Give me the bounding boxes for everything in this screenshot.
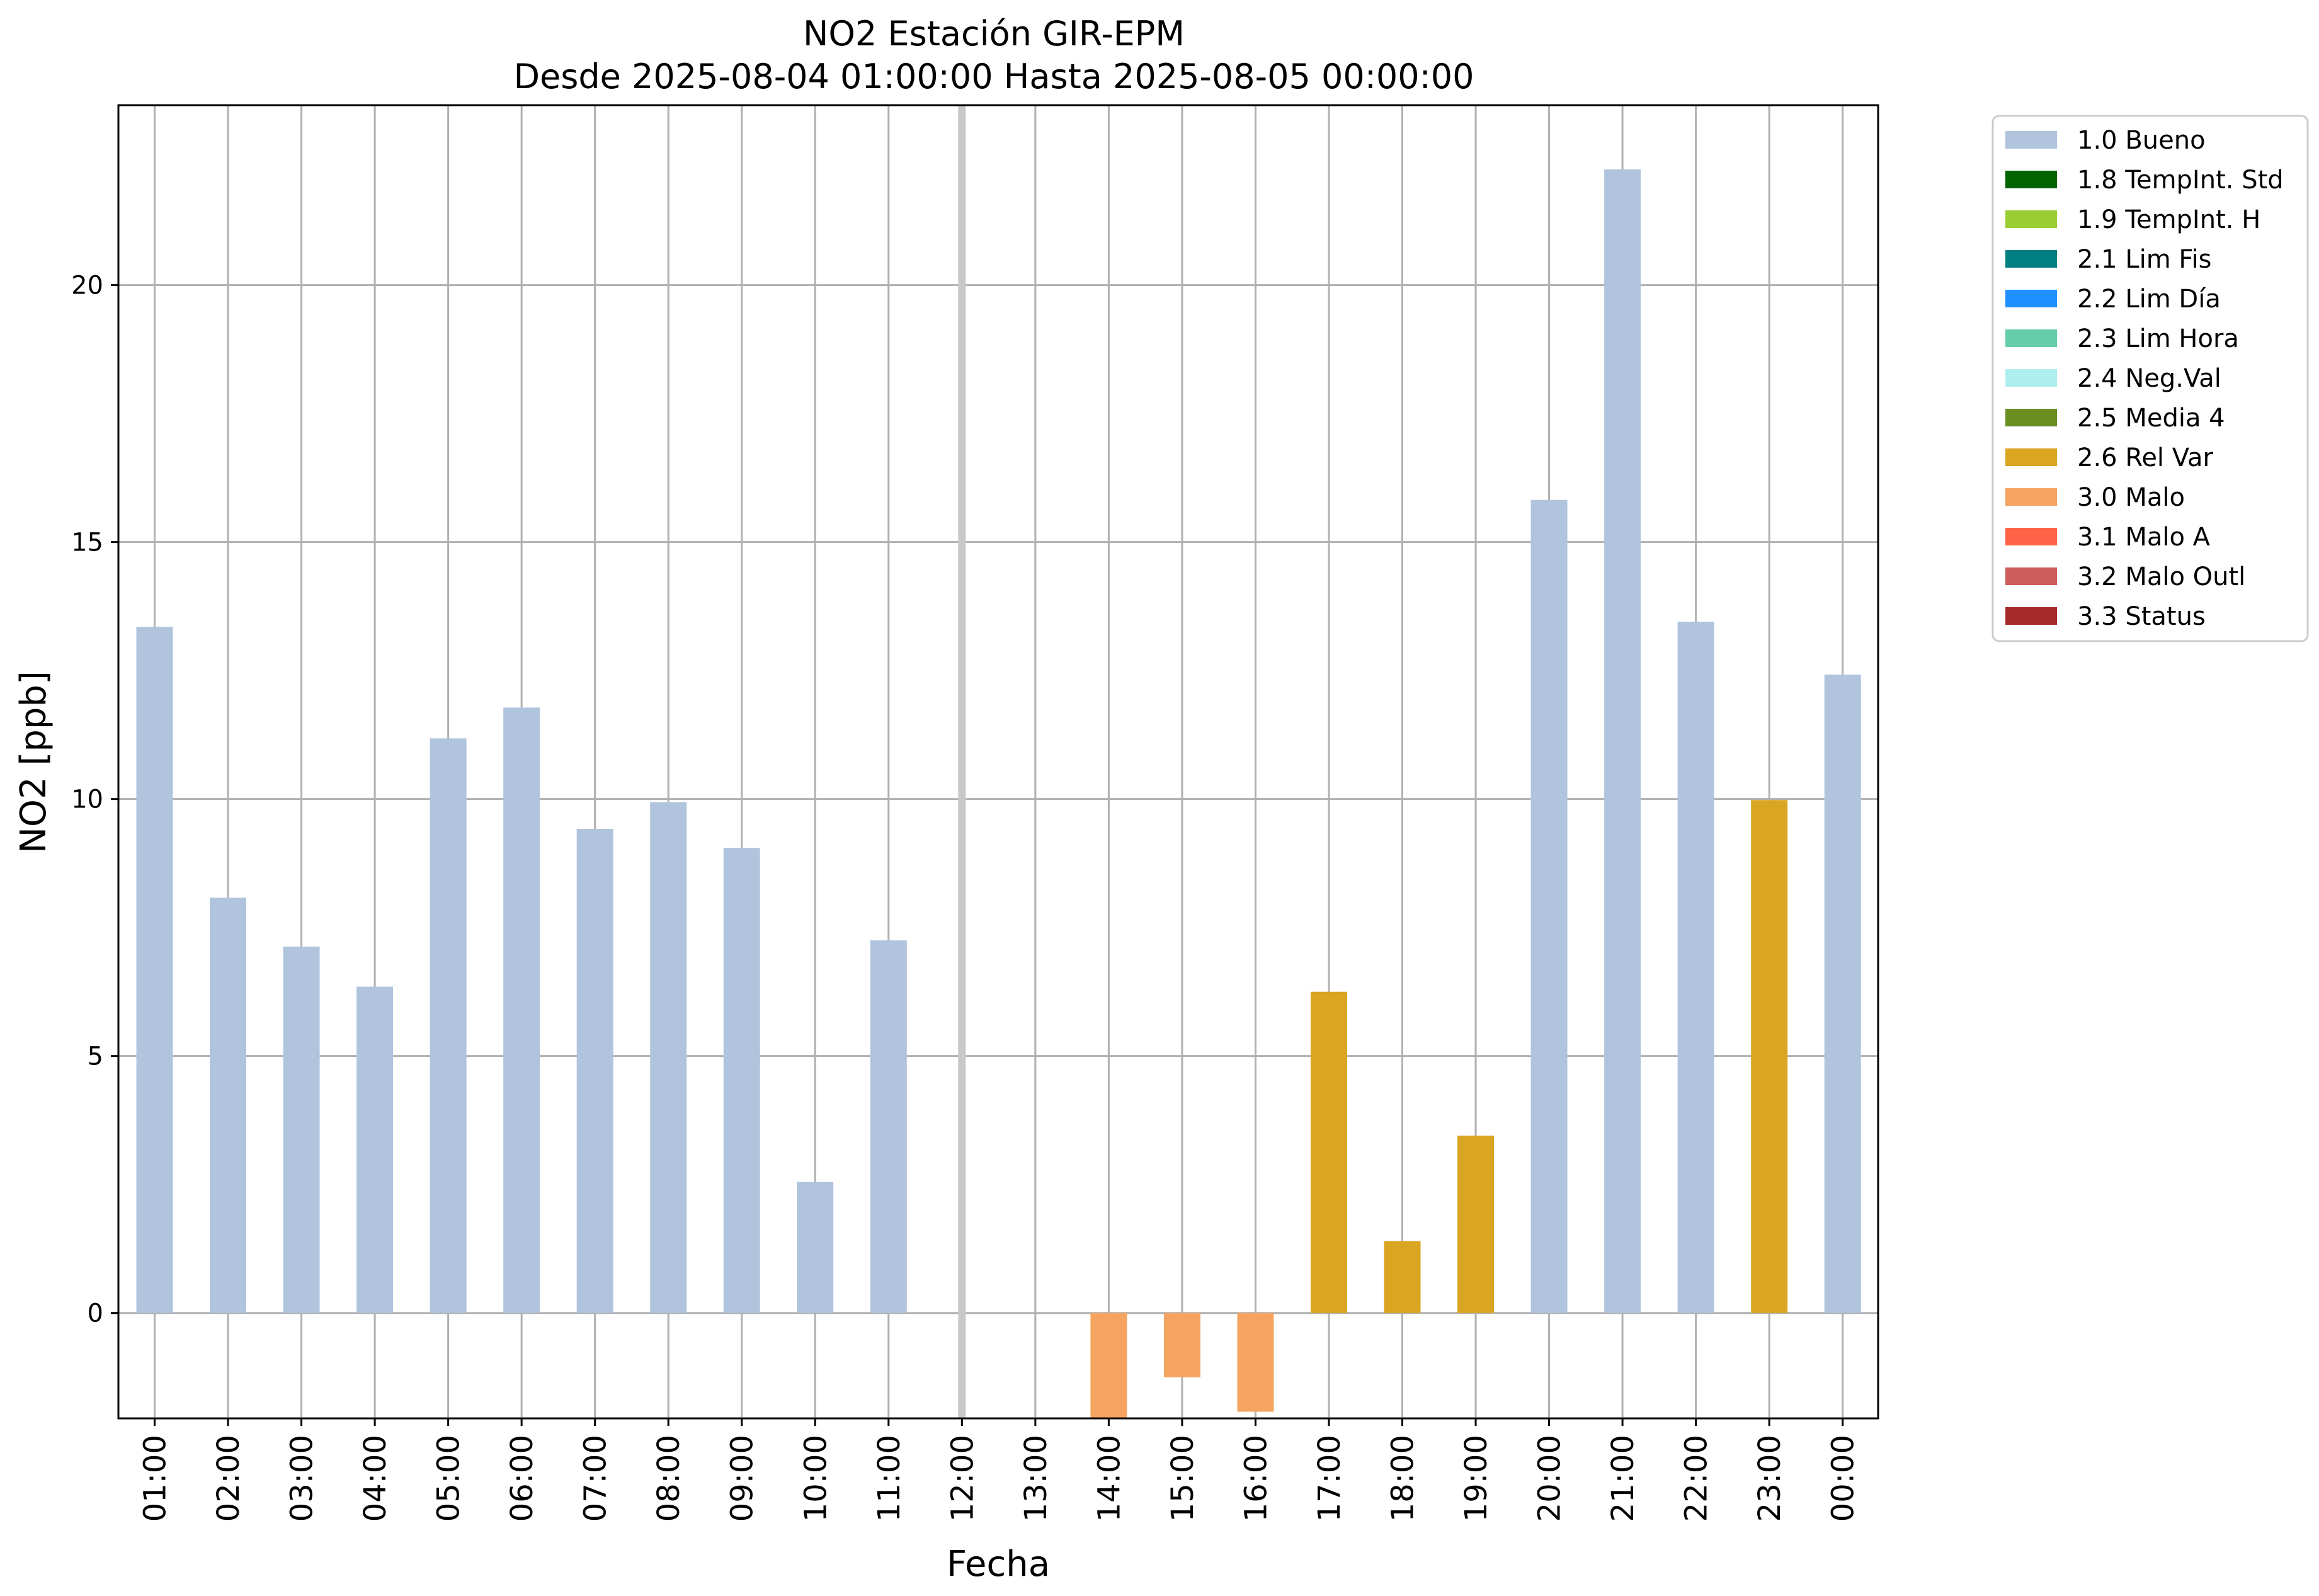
x-tick-label: 18:00 [1386, 1435, 1421, 1522]
legend-swatch [2005, 567, 2057, 585]
bar [1163, 1313, 1200, 1377]
x-tick-label: 21:00 [1605, 1435, 1641, 1522]
bar [1384, 1241, 1421, 1313]
x-tick-label: 19:00 [1459, 1435, 1494, 1522]
legend-label: 3.0 Malo [2077, 483, 2185, 512]
x-tick-label: 07:00 [578, 1435, 613, 1522]
bar [430, 738, 467, 1313]
x-tick-label: 00:00 [1826, 1435, 1861, 1522]
bar [1090, 1313, 1127, 1418]
bars-layer [136, 169, 1861, 1418]
legend-label: 2.2 Lim Día [2077, 285, 2221, 314]
legend-label: 3.2 Malo Outl [2077, 562, 2245, 591]
bar [797, 1182, 834, 1313]
legend-label: 1.8 TempInt. Std [2077, 166, 2284, 195]
x-tick-label: 20:00 [1532, 1435, 1568, 1522]
legend-swatch [2005, 448, 2057, 466]
bar [283, 946, 320, 1313]
bar [1530, 499, 1568, 1313]
legend-label: 3.1 Malo A [2077, 523, 2211, 552]
x-tick-label: 23:00 [1752, 1435, 1787, 1522]
legend-swatch [2005, 290, 2057, 307]
legend-swatch [2005, 369, 2057, 387]
legend-swatch [2005, 528, 2057, 545]
x-tick-label: 06:00 [504, 1435, 540, 1522]
x-tick-label: 15:00 [1165, 1435, 1200, 1522]
y-axis-ticks: 0 5 10 15 20 [71, 271, 118, 1328]
x-tick-label: 10:00 [798, 1435, 833, 1522]
bar [1677, 622, 1714, 1313]
legend-label: 2.1 Lim Fis [2077, 245, 2211, 274]
plot-frame [117, 104, 1879, 1420]
legend-box [1991, 115, 2309, 642]
x-tick-label: 02:00 [211, 1435, 246, 1522]
bar [1310, 991, 1347, 1313]
x-tick-label: 11:00 [872, 1435, 907, 1522]
y-tick-label: 10 [71, 785, 103, 814]
legend-label: 2.6 Rel Var [2077, 443, 2214, 472]
legend-items: 1.0 Bueno 1.8 TempInt. Std 1.9 TempInt. H 2… [2005, 126, 2284, 631]
legend-label: 2.5 Media 4 [2077, 404, 2225, 433]
bar [1751, 800, 1788, 1313]
x-tick-label: 17:00 [1312, 1435, 1347, 1522]
legend-label: 3.3 Status [2077, 602, 2206, 631]
legend: 1.0 Bueno 1.8 TempInt. Std 1.9 TempInt. H 2… [1991, 115, 2309, 642]
bar [576, 828, 613, 1313]
legend-swatch [2005, 131, 2057, 149]
y-tick-label: 20 [71, 271, 103, 300]
x-tick-label: 12:00 [945, 1435, 980, 1522]
x-tick-label: 22:00 [1679, 1435, 1714, 1522]
bar [210, 898, 247, 1313]
chart-title-line-2: Desde 2025-08-04 01:00:00 Hasta 2025-08-… [513, 57, 1474, 96]
bar [650, 802, 687, 1313]
bar [1457, 1136, 1495, 1313]
chart-title-line-1: NO2 Estación GIR-EPM [803, 14, 1185, 54]
bar [870, 940, 907, 1313]
y-tick-label: 15 [71, 528, 103, 557]
y-tick-label: 5 [88, 1042, 103, 1071]
bar [503, 707, 540, 1313]
x-tick-label: 04:00 [358, 1435, 393, 1522]
bar [1237, 1313, 1274, 1412]
legend-swatch [2005, 409, 2057, 426]
legend-label: 1.0 Bueno [2077, 126, 2206, 155]
bar [136, 627, 173, 1313]
legend-swatch [2005, 171, 2057, 188]
bar [723, 848, 760, 1313]
bar [1604, 169, 1641, 1313]
x-tick-label: 13:00 [1018, 1435, 1054, 1522]
chart-title: NO2 Estación GIR-EPM Desde 2025-08-04 01… [513, 14, 1474, 96]
x-tick-label: 01:00 [138, 1435, 173, 1522]
legend-label: 2.4 Neg.Val [2077, 364, 2221, 393]
bar [1824, 675, 1861, 1313]
x-tick-label: 05:00 [431, 1435, 467, 1522]
legend-swatch [2005, 210, 2057, 228]
y-axis-label: NO2 [ppb] [13, 671, 54, 853]
x-tick-label: 08:00 [651, 1435, 687, 1522]
legend-label: 2.3 Lim Hora [2077, 324, 2239, 353]
x-tick-label: 16:00 [1238, 1435, 1273, 1522]
x-axis-ticks: 01:00 02:00 03:00 04:00 05:00 06:00 07:00 08:00… [138, 1418, 1861, 1522]
y-tick-label: 0 [88, 1299, 103, 1328]
x-axis-label: Fecha [947, 1544, 1050, 1585]
legend-swatch [2005, 250, 2057, 268]
legend-swatch [2005, 607, 2057, 625]
legend-label: 1.9 TempInt. H [2077, 205, 2260, 234]
x-tick-label: 14:00 [1091, 1435, 1127, 1522]
legend-swatch [2005, 329, 2057, 347]
bar [356, 986, 394, 1313]
legend-swatch [2005, 488, 2057, 506]
x-tick-label: 09:00 [725, 1435, 760, 1522]
x-tick-label: 03:00 [285, 1435, 320, 1522]
